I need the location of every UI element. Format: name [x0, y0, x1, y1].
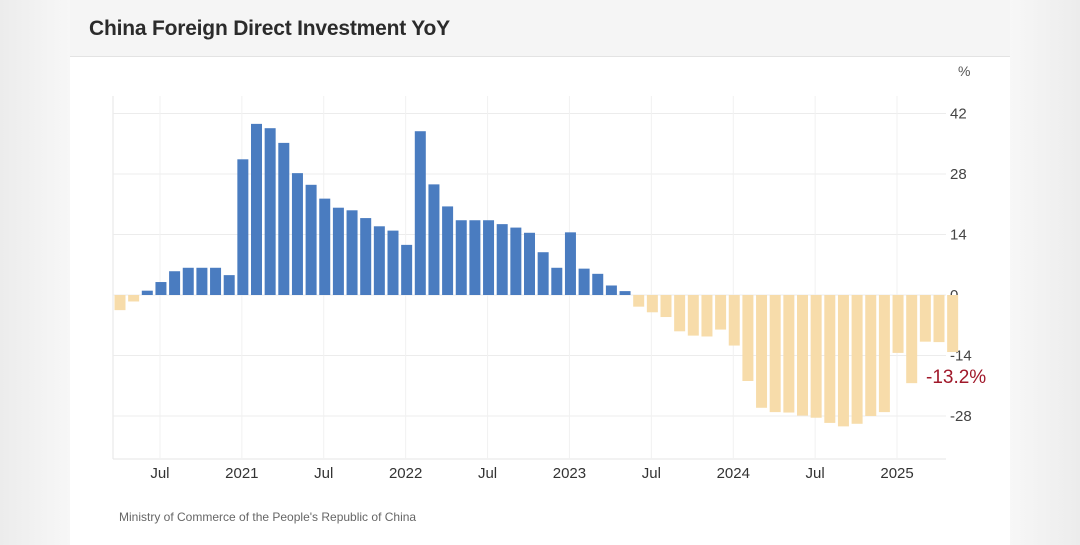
y-tick-label: 14 [950, 227, 967, 244]
chart-title: China Foreign Direct Investment YoY [89, 17, 450, 40]
bar [810, 295, 822, 418]
bar [291, 173, 303, 295]
x-tick-label: Jul [314, 465, 333, 482]
bar [578, 268, 590, 295]
bar [278, 142, 290, 295]
bar [742, 295, 754, 381]
bar-chart: 4228140-14-28Jul2021Jul2022Jul2023Jul202… [112, 96, 986, 482]
bar [701, 295, 713, 337]
chart-card: China Foreign Direct Investment YoY % 42… [70, 0, 1010, 545]
bar [319, 198, 331, 295]
bar [237, 159, 249, 295]
bar [919, 295, 931, 342]
y-tick-label: 42 [950, 106, 967, 123]
bar [141, 290, 153, 295]
y-unit-label: % [958, 63, 971, 79]
bar [455, 220, 467, 295]
bar [797, 295, 808, 416]
bar [128, 295, 140, 302]
bar [182, 267, 194, 295]
bar [346, 210, 358, 295]
bar [469, 220, 481, 295]
bar [373, 226, 385, 295]
bar [783, 295, 795, 413]
bar [169, 271, 181, 295]
chart-header: China Foreign Direct Investment YoY [70, 0, 1010, 57]
bar [660, 295, 672, 318]
bar [605, 285, 617, 295]
bar [414, 131, 426, 295]
bar [933, 295, 945, 343]
bar [510, 227, 522, 295]
x-tick-label: 2025 [880, 465, 913, 482]
x-tick-label: 2022 [389, 465, 422, 482]
bar [428, 184, 440, 295]
bar [592, 273, 604, 295]
last-value-label: -13.2% [926, 367, 986, 388]
bar [769, 295, 781, 413]
bar [387, 230, 399, 295]
x-tick-label: 2024 [717, 465, 750, 482]
bar [114, 295, 126, 311]
bar [210, 267, 222, 295]
bar [687, 295, 699, 336]
x-tick-label: 2023 [553, 465, 586, 482]
data-source: Ministry of Commerce of the People's Rep… [119, 510, 417, 524]
bar [756, 295, 768, 408]
x-tick-label: Jul [642, 465, 661, 482]
x-tick-label: Jul [806, 465, 825, 482]
bar [537, 252, 549, 295]
bar [728, 295, 740, 346]
bar [223, 275, 235, 295]
y-tick-label: -28 [950, 408, 972, 425]
bar [824, 295, 836, 423]
bar [674, 295, 686, 332]
bar [646, 295, 658, 313]
bar [715, 295, 727, 330]
x-tick-label: 2021 [225, 465, 258, 482]
bar [251, 123, 262, 295]
bar [305, 184, 317, 295]
bar [892, 295, 904, 353]
bar [947, 295, 959, 353]
bar [551, 267, 563, 295]
bar [524, 232, 535, 295]
bar [837, 295, 849, 427]
bar [496, 224, 508, 295]
bar [332, 207, 344, 295]
bar [264, 128, 276, 295]
bar [865, 295, 877, 416]
x-tick-label: Jul [478, 465, 497, 482]
bar [483, 220, 495, 295]
bar [851, 295, 863, 424]
bar [360, 218, 372, 295]
bar [878, 295, 890, 413]
x-tick-label: Jul [150, 465, 169, 482]
y-tick-label: 28 [950, 166, 967, 183]
bar [619, 291, 631, 295]
bar [196, 267, 208, 295]
bar [633, 295, 645, 307]
bar [401, 244, 413, 295]
bar [442, 206, 454, 295]
bar [906, 295, 918, 384]
bar [155, 282, 167, 295]
bar [564, 232, 576, 295]
